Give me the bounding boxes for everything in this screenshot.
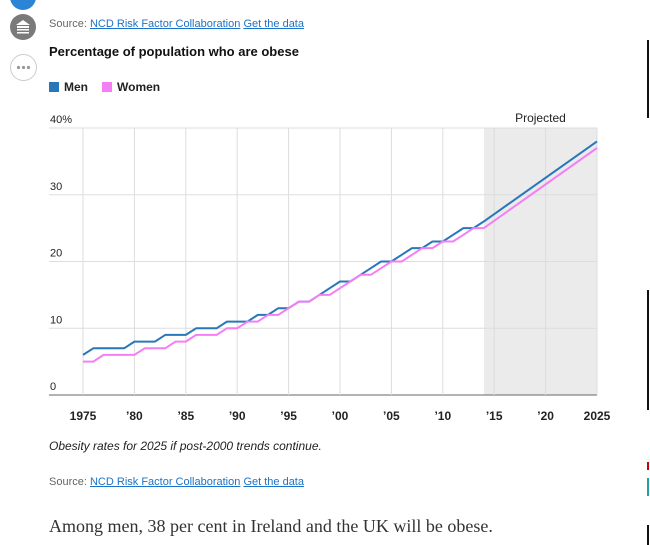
edge-mark <box>647 478 649 496</box>
get-data-link[interactable]: Get the data <box>243 18 304 30</box>
y-tick-label: 0 <box>50 381 56 393</box>
x-tick-label: 1975 <box>70 409 97 423</box>
more-icon[interactable] <box>10 54 37 81</box>
y-tick-label: 20 <box>50 248 62 260</box>
x-tick-label: ’00 <box>332 409 349 423</box>
x-tick-label: ’15 <box>486 409 503 423</box>
top-partial-button[interactable] <box>10 0 36 10</box>
x-tick-label: ’20 <box>537 409 554 423</box>
legend-swatch-women <box>102 82 112 92</box>
edge-mark <box>647 40 649 118</box>
legend-label-women: Women <box>117 80 161 94</box>
source-line-top: Source: NCD Risk Factor Collaboration Ge… <box>49 18 304 30</box>
source-prefix: Source: <box>49 476 87 488</box>
legend-swatch-men <box>49 82 59 92</box>
get-data-link[interactable]: Get the data <box>243 476 304 488</box>
source-link[interactable]: NCD Risk Factor Collaboration <box>89 476 241 488</box>
legend: Men Women <box>49 80 160 94</box>
news-icon-glyph <box>16 20 30 34</box>
news-icon[interactable] <box>10 14 36 40</box>
y-tick-label: 40% <box>50 114 72 126</box>
source-line-bottom: Source: NCD Risk Factor Collaboration Ge… <box>49 476 304 488</box>
article-paragraph: Among men, 38 per cent in Ireland and th… <box>49 516 493 536</box>
projected-label: Projected <box>515 111 566 125</box>
edge-mark <box>647 290 649 410</box>
edge-mark <box>647 525 649 545</box>
x-tick-label: ’90 <box>229 409 246 423</box>
more-dots-glyph <box>16 65 31 70</box>
obesity-line-chart: Projected 0 10 20 30 40% 1975 ’80 ’85 ’90 ’95 ’00 ’0… <box>49 111 611 423</box>
x-tick-label: 2025 <box>584 409 611 423</box>
x-tick-label: ’85 <box>177 409 194 423</box>
source-prefix: Source: <box>49 18 87 30</box>
x-tick-label: ’10 <box>434 409 451 423</box>
legend-label-men: Men <box>64 80 88 94</box>
y-tick-label: 30 <box>50 181 62 193</box>
edge-mark <box>647 462 649 470</box>
x-tick-label: ’05 <box>383 409 400 423</box>
chart-title: Percentage of population who are obese <box>49 44 299 59</box>
series-line-women <box>83 147 598 363</box>
chart-caption: Obesity rates for 2025 if post-2000 tren… <box>49 439 322 453</box>
x-tick-label: ’80 <box>126 409 143 423</box>
x-tick-label: ’95 <box>280 409 297 423</box>
y-tick-label: 10 <box>50 314 62 326</box>
source-link[interactable]: NCD Risk Factor Collaboration <box>89 18 241 30</box>
